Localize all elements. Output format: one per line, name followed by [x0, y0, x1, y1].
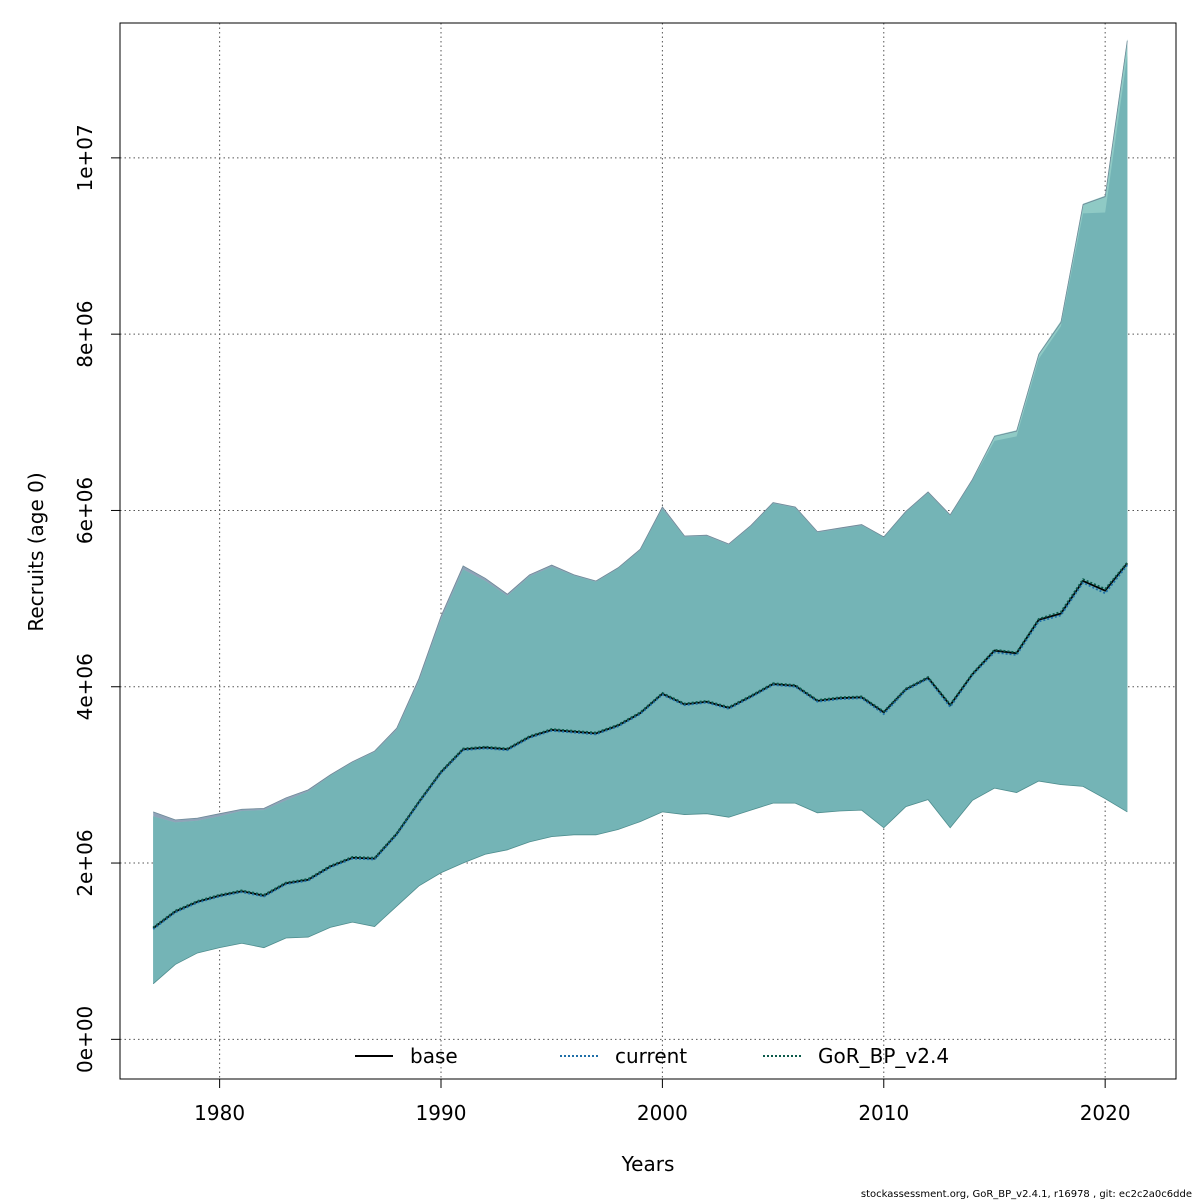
legend-label: base [410, 1044, 458, 1068]
x-tick-label: 2000 [637, 1101, 688, 1125]
series-line-current [152, 564, 1129, 930]
y-tick-label: 1e+07 [73, 124, 97, 191]
confidence-band-3 [153, 55, 1128, 984]
series-lines [152, 561, 1129, 930]
y-axis: 0e+00 2e+06 4e+06 6e+06 8e+06 1e+07 [73, 124, 120, 1073]
footnote: stockassessment.org, GoR_BP_v2.4.1, r169… [861, 1189, 1192, 1200]
band-upper-edge [153, 40, 1128, 821]
x-tick-label: 2020 [1080, 1101, 1131, 1125]
plot-frame [119, 22, 1177, 1080]
confidence-bands [152, 38, 1128, 985]
y-axis-title: Recruits (age 0) [24, 472, 48, 631]
x-axis: 1980 1990 2000 2010 2020 [194, 1079, 1131, 1125]
band-lower-edge [152, 780, 1128, 985]
legend: base current GoR_BP_v2.4 [355, 1044, 949, 1068]
y-tick-label: 6e+06 [73, 477, 97, 544]
legend-label: current [615, 1044, 687, 1068]
y-tick-label: 0e+00 [73, 1006, 97, 1073]
x-tick-label: 2010 [858, 1101, 909, 1125]
y-tick-label: 8e+06 [73, 301, 97, 368]
x-tick-label: 1990 [416, 1101, 467, 1125]
legend-label: GoR_BP_v2.4 [818, 1044, 949, 1068]
y-tick-label: 2e+06 [73, 829, 97, 896]
x-tick-label: 1980 [194, 1101, 245, 1125]
series-line-gor-bp-v2-4 [152, 561, 1128, 929]
x-axis-title: Years [621, 1152, 675, 1176]
y-tick-label: 4e+06 [73, 653, 97, 720]
